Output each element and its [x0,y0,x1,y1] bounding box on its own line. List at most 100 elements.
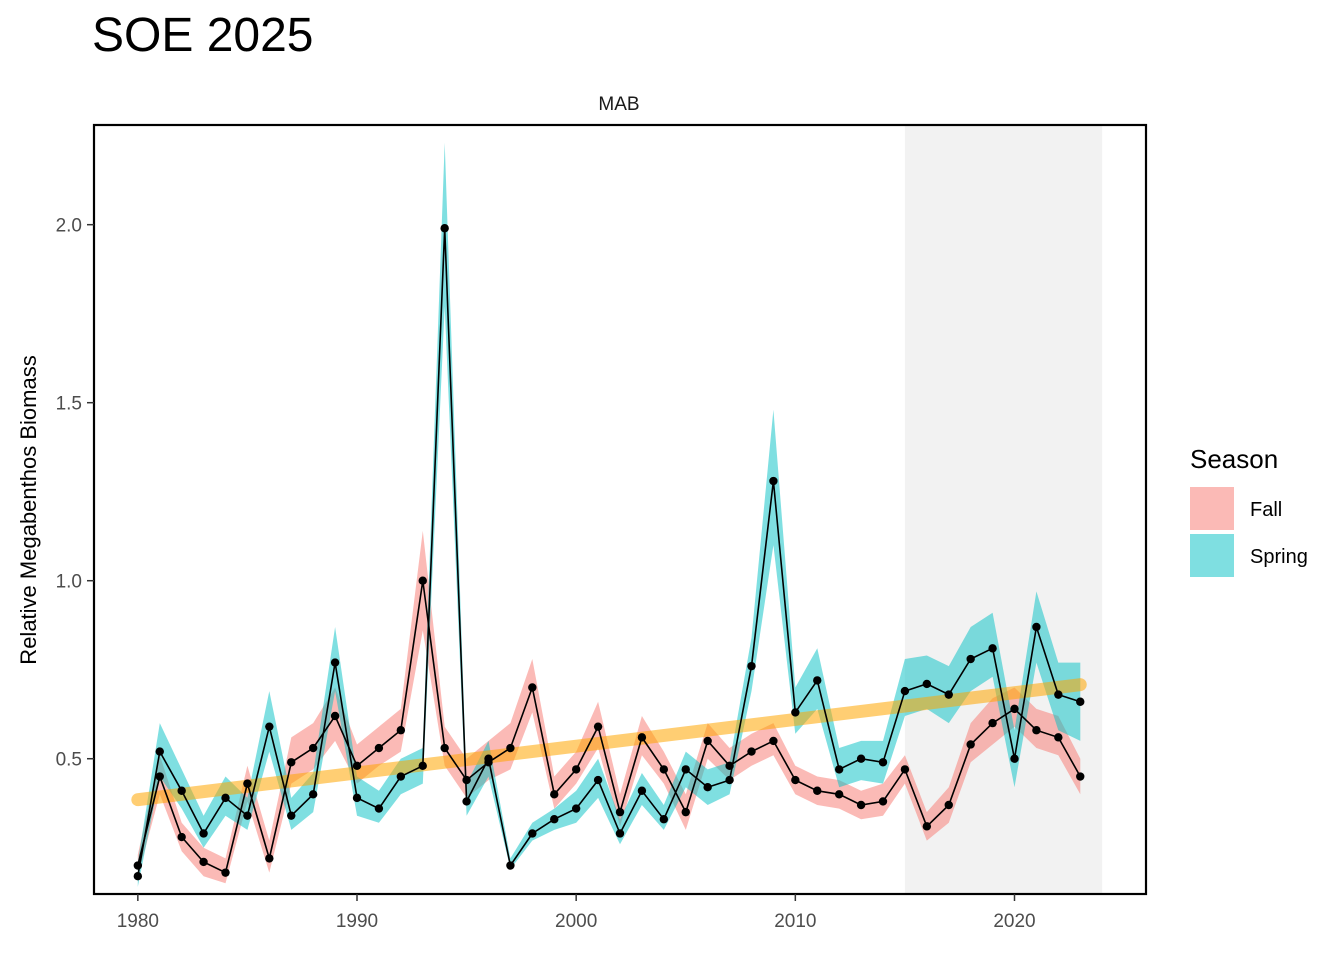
data-point-fall [330,711,340,721]
legend: Season Fall Spring [1190,444,1308,577]
data-point-spring [221,793,230,803]
data-point-spring [1076,697,1085,706]
data-point-fall [440,743,449,753]
data-point-fall [199,857,208,867]
data-point-spring [265,722,274,731]
data-point-fall [221,868,230,877]
data-point-fall [834,790,844,799]
data-point-spring [462,797,471,806]
data-point-spring [440,224,449,233]
data-point-spring [769,476,778,486]
data-point-spring [418,761,427,771]
data-point-spring [330,658,340,667]
x-tick-label: 2000 [555,911,597,932]
legend-label-spring: Spring [1250,546,1308,568]
data-point-fall [1032,726,1041,735]
data-point-fall [265,854,274,863]
data-point-spring [484,754,493,763]
data-point-fall [506,743,515,753]
y-tick-label: 2.0 [56,216,82,237]
plot-frame [92,123,1148,896]
data-point-fall [966,740,975,749]
y-axis-title: Relative Megabenthos Biomass [16,355,41,664]
data-point-spring [659,815,669,824]
data-point-spring [1032,622,1041,632]
data-point-spring [374,804,384,813]
data-point-fall [462,775,471,785]
plot-border [92,123,1148,896]
data-point-spring [637,786,647,795]
legend-title: Season [1190,444,1278,474]
y-axis: 0.5 1.0 1.5 2.0 [56,216,94,771]
data-point-spring [878,758,888,767]
data-point-fall [1010,704,1019,714]
data-point-spring [834,765,844,774]
data-point-fall [571,765,581,774]
data-point-spring [243,811,252,820]
data-point-fall [243,779,252,788]
data-point-spring [922,679,932,689]
data-point-spring [571,804,581,813]
data-point-fall [769,736,778,746]
data-point-fall [528,683,537,692]
data-point-spring [155,747,164,756]
data-point-spring [308,790,318,799]
data-point-spring [900,686,910,696]
data-point-fall [177,832,186,842]
y-tick-label: 1.0 [56,572,82,593]
data-point-spring [506,861,515,870]
legend-swatch-fall [1190,487,1234,530]
data-point-spring [593,775,603,785]
data-point-fall [681,807,690,817]
trend-line [131,678,1087,807]
data-point-fall [374,743,384,753]
y-tick-label: 0.5 [56,750,82,771]
data-point-fall [308,743,318,753]
data-point-spring [725,775,734,785]
data-point-fall [637,733,647,742]
data-point-spring [988,644,997,653]
x-tick-label: 1990 [336,911,378,932]
data-point-fall [944,800,953,810]
data-point-fall [1076,772,1085,781]
data-point-fall [593,722,603,731]
data-point-fall [155,772,164,781]
data-point-spring [133,871,143,881]
data-point-spring [177,786,186,795]
data-point-fall [550,790,559,799]
data-point-fall [900,765,910,774]
y-tick-label: 1.5 [56,394,82,415]
data-point-spring [352,793,362,803]
data-point-fall [878,797,888,806]
data-point-spring [681,765,690,774]
data-point-fall [133,861,143,870]
data-point-spring [1010,754,1019,763]
data-point-fall [791,775,800,785]
data-point-spring [287,811,296,820]
data-point-spring [528,829,537,838]
data-point-spring [550,815,559,824]
data-point-fall [988,718,997,728]
trend-line-group [131,678,1087,807]
legend-swatch-spring [1190,534,1234,577]
data-point-fall [659,765,669,774]
data-point-fall [396,726,406,735]
data-point-fall [813,786,822,795]
confidence-ribbons [137,142,1081,887]
series-points [133,224,1085,881]
data-point-fall [922,822,932,831]
data-point-spring [615,829,625,838]
data-point-fall [615,807,625,817]
data-point-fall [703,736,712,746]
data-point-fall [287,758,296,767]
page-title: SOE 2025 [92,9,314,62]
data-point-spring [396,772,406,781]
data-point-fall [352,761,362,771]
x-axis: 1980 1990 2000 2010 2020 [117,894,1036,932]
data-point-fall [725,761,734,771]
data-point-spring [944,690,953,699]
legend-label-fall: Fall [1250,499,1282,521]
data-point-spring [703,782,712,792]
panel-label: MAB [598,94,639,115]
